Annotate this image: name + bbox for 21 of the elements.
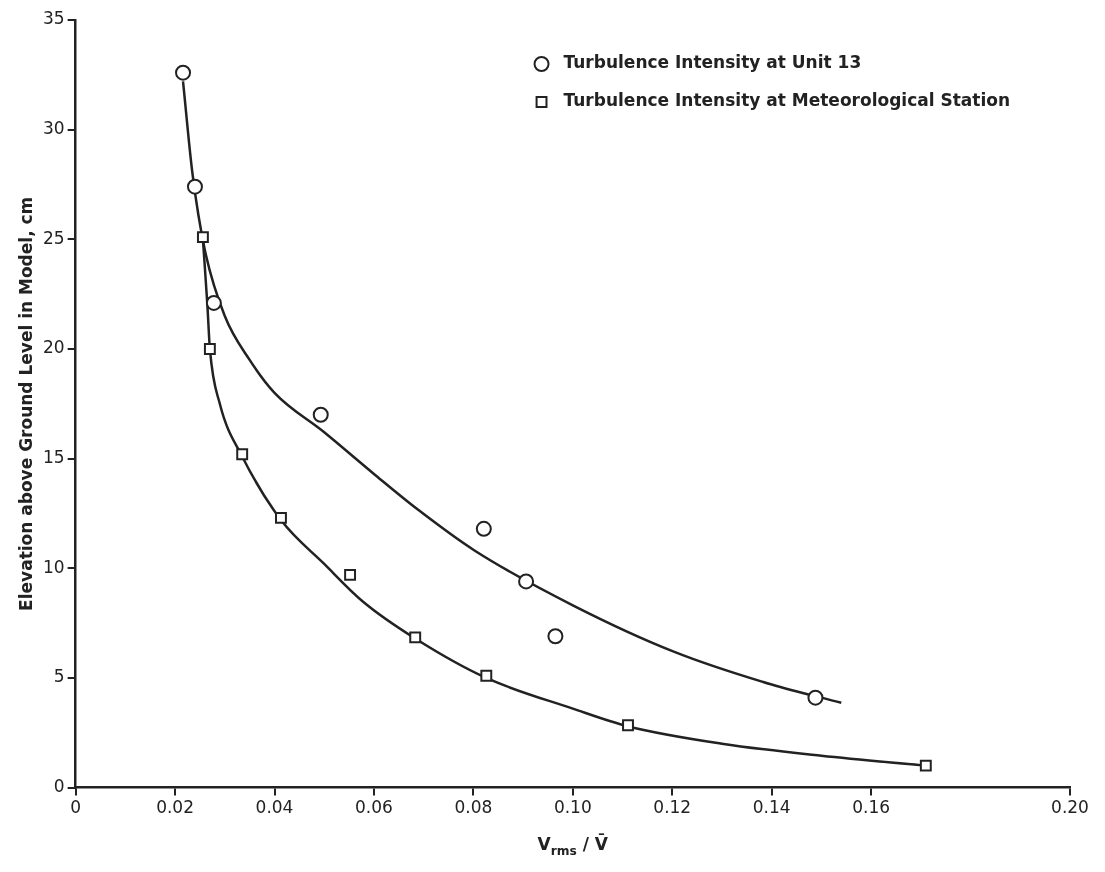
y-tick-label: 20: [42, 337, 65, 358]
x-tick-label: 0.12: [653, 797, 692, 818]
y-tick-label: 30: [42, 118, 65, 139]
x-tick-label: 0.08: [454, 797, 493, 818]
x-tick-label: 0.14: [752, 797, 791, 818]
x-tick-label: 0.02: [156, 797, 194, 818]
y-axis-title: Elevation above Ground Level in Model, cm: [16, 196, 36, 611]
x-tick-label: 0.16: [852, 797, 891, 818]
x-tick-label: 0.06: [355, 797, 393, 818]
y-tick-label: 25: [42, 227, 65, 248]
y-tick-label: 15: [42, 447, 65, 468]
x-tick-label: 0.10: [553, 797, 592, 818]
legend-label: Turbulence Intensity at Meteorological Station: [563, 90, 1010, 111]
y-tick-label: 5: [53, 666, 65, 687]
legend-label: Turbulence Intensity at Unit 13: [563, 52, 862, 73]
x-tick-label: 0.20: [1051, 797, 1089, 818]
y-tick-label: 10: [42, 556, 65, 577]
y-tick-label: 0: [53, 776, 65, 797]
y-tick-label: 35: [42, 8, 65, 29]
x-tick-label: 0.04: [255, 797, 294, 818]
x-tick-label: 0: [70, 797, 82, 818]
